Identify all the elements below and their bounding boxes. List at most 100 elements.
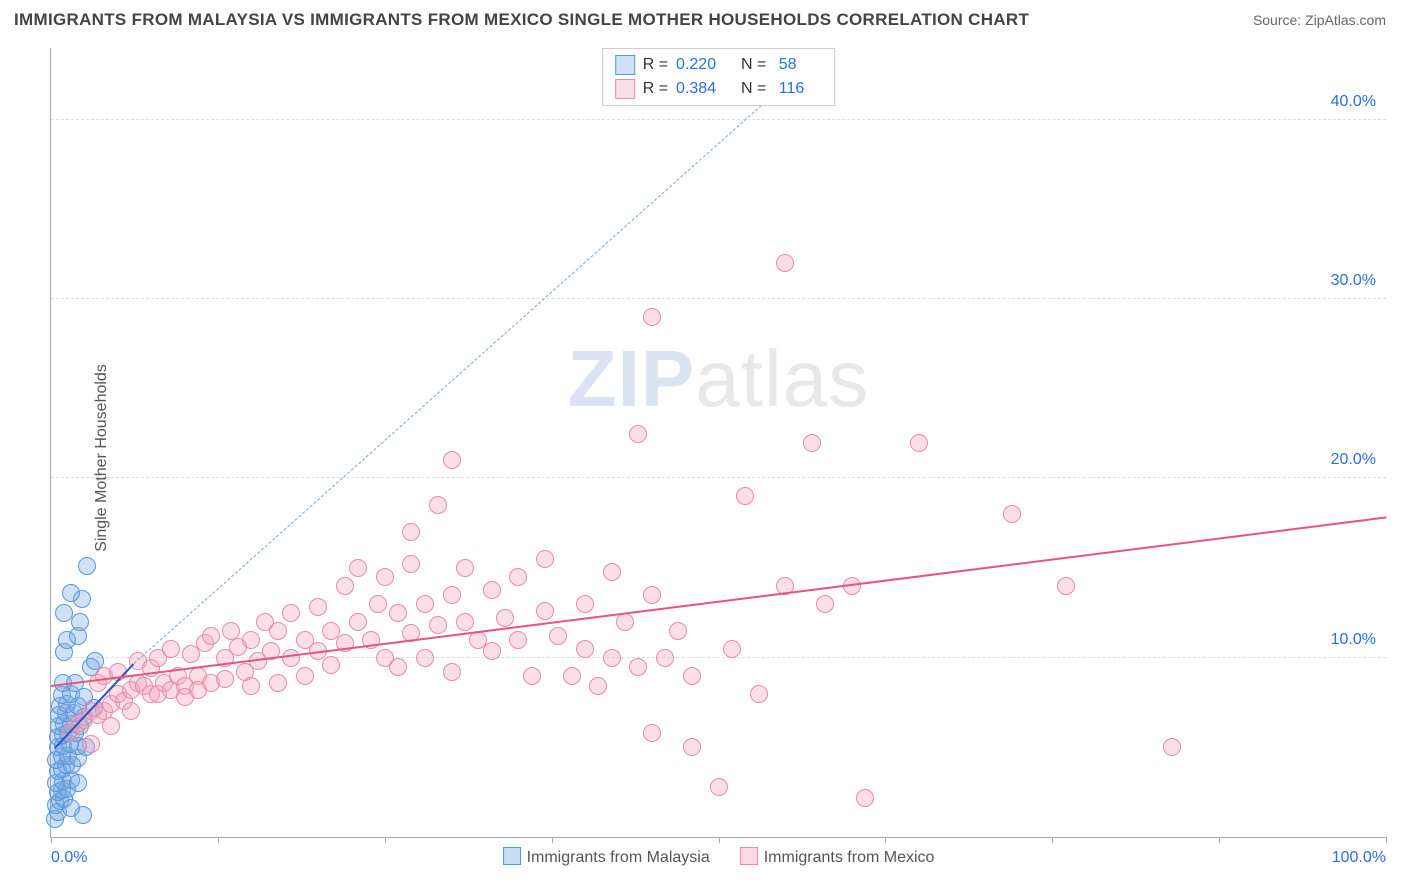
scatter-point: [456, 613, 474, 631]
x-tick-mark: [385, 837, 386, 843]
scatter-point: [576, 640, 594, 658]
x-tick-mark: [218, 837, 219, 843]
scatter-point: [1163, 738, 1181, 756]
x-tick-mark: [1052, 837, 1053, 843]
scatter-point: [563, 667, 581, 685]
scatter-point: [309, 598, 327, 616]
scatter-point: [122, 702, 140, 720]
scatter-point: [402, 555, 420, 573]
scatter-point: [242, 631, 260, 649]
stat-r-label: R =: [643, 80, 668, 98]
scatter-point: [202, 627, 220, 645]
scatter-point: [509, 631, 527, 649]
legend-label: Immigrants from Malaysia: [527, 849, 710, 866]
scatter-point: [443, 586, 461, 604]
scatter-point: [536, 602, 554, 620]
scatter-point: [643, 724, 661, 742]
stat-n-value: 58: [774, 56, 822, 74]
scatter-point: [336, 577, 354, 595]
source-label: Source: ZipAtlas.com: [1253, 12, 1386, 28]
scatter-point: [282, 604, 300, 622]
scatter-point: [1003, 505, 1021, 523]
scatter-point: [683, 667, 701, 685]
trend-line: [51, 516, 1386, 687]
scatter-point: [402, 523, 420, 541]
scatter-point: [62, 799, 80, 817]
scatter-point: [483, 581, 501, 599]
scatter-point: [55, 604, 73, 622]
plot-area: ZIPatlas R = 0.220 N = 58 R =0.384 N = 116…: [50, 48, 1386, 838]
legend-swatch: [615, 79, 635, 99]
scatter-point: [443, 663, 461, 681]
scatter-point: [349, 559, 367, 577]
scatter-point: [429, 496, 447, 514]
stat-r-label: R =: [643, 56, 668, 74]
stat-n-value: 116: [774, 80, 822, 98]
scatter-point: [296, 667, 314, 685]
x-tick-mark: [1219, 837, 1220, 843]
scatter-point: [71, 613, 89, 631]
stats-row: R =0.384 N = 116: [615, 77, 823, 101]
legend-swatch: [740, 847, 758, 865]
stats-legend-box: R = 0.220 N = 58 R =0.384 N = 116: [602, 48, 836, 106]
scatter-point: [536, 550, 554, 568]
scatter-point: [1057, 577, 1075, 595]
scatter-point: [643, 308, 661, 326]
scatter-point: [669, 622, 687, 640]
x-tick-mark: [1386, 837, 1387, 843]
legend-swatch: [615, 55, 635, 75]
scatter-point: [803, 434, 821, 452]
legend-swatch: [503, 847, 521, 865]
scatter-point: [723, 640, 741, 658]
scatter-point: [242, 677, 260, 695]
gridline-h: [51, 298, 1386, 299]
scatter-point: [616, 613, 634, 631]
scatter-point: [82, 735, 100, 753]
gridline-h: [51, 119, 1386, 120]
scatter-point: [416, 595, 434, 613]
scatter-point: [603, 563, 621, 581]
x-tick-mark: [552, 837, 553, 843]
legend-item: Immigrants from Mexico: [740, 847, 935, 867]
scatter-point: [750, 685, 768, 703]
scatter-point: [656, 649, 674, 667]
scatter-point: [216, 670, 234, 688]
scatter-point: [62, 584, 80, 602]
stat-n-label: N =: [732, 80, 766, 98]
x-tick-mark: [51, 837, 52, 843]
scatter-point: [910, 434, 928, 452]
legend-label: Immigrants from Mexico: [764, 849, 935, 866]
scatter-point: [349, 613, 367, 631]
y-tick-label: 40.0%: [1331, 93, 1376, 111]
stats-row: R =0.220 N = 58: [615, 53, 823, 77]
scatter-point: [736, 487, 754, 505]
scatter-point: [629, 425, 647, 443]
scatter-point: [269, 622, 287, 640]
legend-item: Immigrants from Malaysia: [503, 847, 710, 867]
scatter-point: [416, 649, 434, 667]
scatter-point: [69, 774, 87, 792]
scatter-point: [376, 568, 394, 586]
x-tick-label: 100.0%: [1332, 849, 1386, 867]
scatter-point: [389, 604, 407, 622]
scatter-point: [282, 649, 300, 667]
scatter-point: [776, 254, 794, 272]
scatter-point: [576, 595, 594, 613]
scatter-point: [643, 586, 661, 604]
scatter-point: [683, 738, 701, 756]
scatter-point: [603, 649, 621, 667]
scatter-point: [509, 568, 527, 586]
scatter-point: [523, 667, 541, 685]
scatter-point: [856, 789, 874, 807]
chart-title: IMMIGRANTS FROM MALAYSIA VS IMMIGRANTS F…: [14, 10, 1029, 30]
scatter-point: [269, 674, 287, 692]
watermark: ZIPatlas: [568, 333, 869, 425]
scatter-point: [162, 640, 180, 658]
scatter-point: [629, 658, 647, 676]
scatter-point: [456, 559, 474, 577]
scatter-point: [710, 778, 728, 796]
scatter-point: [589, 677, 607, 695]
gridline-h: [51, 477, 1386, 478]
y-tick-label: 20.0%: [1331, 451, 1376, 469]
stat-r-value: 0.220: [676, 56, 724, 74]
